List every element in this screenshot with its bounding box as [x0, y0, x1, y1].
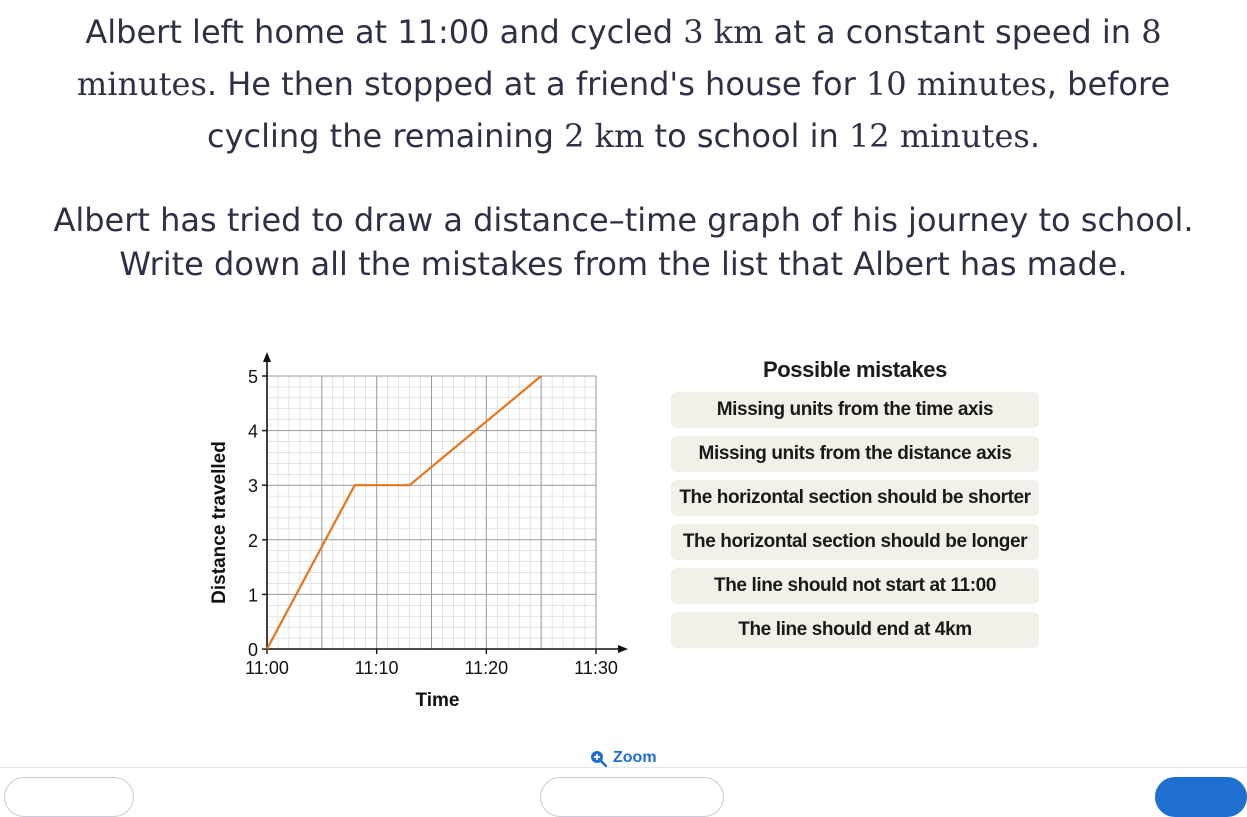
mistake-option[interactable]: Missing units from the time axis — [671, 392, 1039, 428]
footer-left-button[interactable] — [4, 777, 134, 817]
x-tick-label: 11:30 — [574, 658, 618, 678]
x-axis-label: Time — [415, 690, 459, 711]
mistake-option[interactable]: The line should end at 4km — [671, 612, 1039, 648]
instructions: Albert has tried to draw a distance–time… — [20, 198, 1227, 286]
footer-primary-button[interactable] — [1155, 777, 1247, 817]
question-text-part: , before cycling the remaining — [206, 65, 1171, 155]
zoom-label: Zoom — [613, 749, 657, 766]
x-tick-label: 11:10 — [355, 658, 399, 678]
journey-line — [266, 375, 542, 650]
mistakes-title: Possible mistakes — [763, 357, 947, 382]
question-text: Albert left home at 11:00 and cycled 3 k… — [20, 6, 1227, 162]
zoom-in-icon — [590, 750, 607, 767]
mistake-option-label: The horizontal section should be longer — [682, 531, 1028, 552]
y-tick-label: 0 — [248, 640, 258, 660]
instructions-line: Albert has tried to draw a distance–time… — [53, 201, 1194, 239]
question-math: 12 minutes — [848, 117, 1030, 155]
y-tick-label: 4 — [248, 422, 258, 442]
question-math: 10 minutes — [865, 65, 1047, 103]
x-axis-arrow — [618, 645, 628, 653]
possible-mistakes-panel: Possible mistakes Missing units from the… — [671, 352, 1039, 656]
mistake-option-label: The line should not start at 11:00 — [713, 575, 996, 596]
y-axis-label: Distance travelled — [209, 441, 230, 604]
question-text-part: . — [1029, 117, 1041, 155]
mistake-option[interactable]: Missing units from the distance axis — [671, 436, 1039, 472]
mistake-option[interactable]: The horizontal section should be shorter — [671, 480, 1039, 516]
mistake-option-label: The line should end at 4km — [738, 619, 972, 640]
y-tick-label: 1 — [248, 585, 258, 605]
x-tick-label: 11:20 — [464, 658, 508, 678]
y-tick-label: 5 — [248, 367, 258, 387]
chart-svg: 0 1 2 3 4 5 11:00 11:10 11:20 11:30 Time Distance t… — [209, 352, 628, 711]
instructions-line: Write down all the mistakes from the lis… — [119, 245, 1128, 283]
mistake-option-label: Missing units from the time axis — [716, 399, 994, 420]
question-text-part: Albert left home at 11:00 and cycled — [85, 13, 684, 51]
question-math: 2 km — [564, 117, 645, 155]
mistake-option-label: Missing units from the distance axis — [698, 443, 1012, 464]
question-text-part: at a constant speed in — [763, 13, 1142, 51]
y-axis-arrow — [263, 352, 271, 362]
y-tick-label: 2 — [248, 531, 258, 551]
mistake-option-label: The horizontal section should be shorter — [679, 487, 1031, 508]
mistake-option[interactable]: The line should not start at 11:00 — [671, 568, 1039, 604]
question-math: 3 km — [683, 13, 764, 51]
x-tick-label: 11:00 — [245, 658, 289, 678]
footer-divider — [0, 767, 1247, 768]
footer-center-button[interactable] — [540, 777, 724, 817]
question-text-part: to school in — [644, 117, 849, 155]
zoom-button[interactable]: Zoom — [590, 747, 657, 769]
question-math: 8 minutes — [76, 13, 1162, 103]
question-text-part: . He then stopped at a friend's house fo… — [206, 65, 866, 103]
mistake-option[interactable]: The horizontal section should be longer — [671, 524, 1039, 560]
distance-time-graph: 0 1 2 3 4 5 11:00 11:10 11:20 11:30 Time Distance t… — [200, 340, 640, 720]
y-tick-label: 3 — [248, 476, 258, 496]
